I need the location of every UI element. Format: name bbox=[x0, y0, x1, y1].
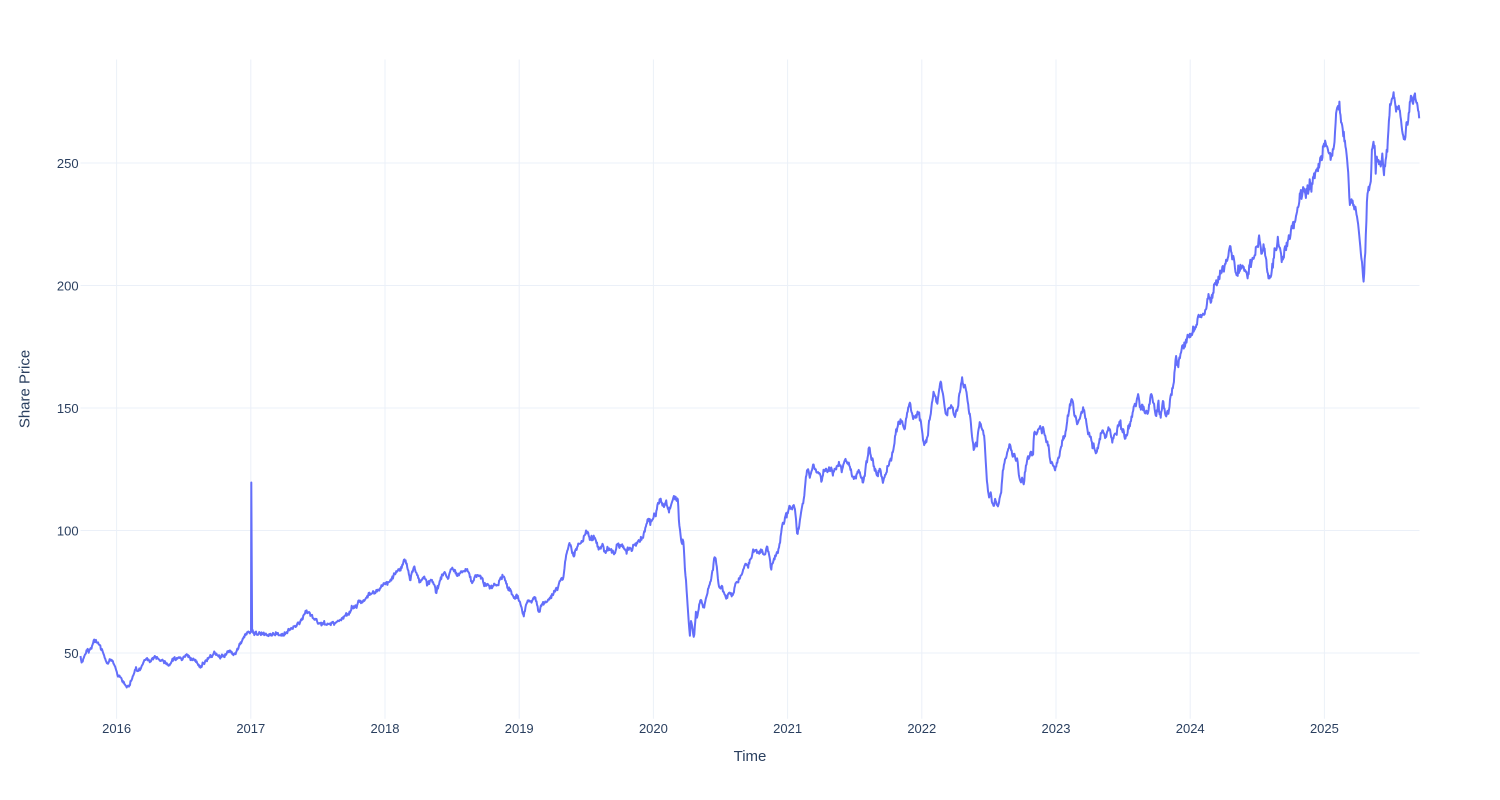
svg-text:2017: 2017 bbox=[236, 721, 265, 736]
svg-text:2016: 2016 bbox=[102, 721, 131, 736]
svg-text:100: 100 bbox=[57, 523, 79, 538]
svg-text:2021: 2021 bbox=[773, 721, 802, 736]
svg-text:2025: 2025 bbox=[1310, 721, 1339, 736]
svg-text:2022: 2022 bbox=[907, 721, 936, 736]
svg-text:2020: 2020 bbox=[639, 721, 668, 736]
svg-text:Share Price: Share Price bbox=[16, 350, 33, 428]
svg-text:2018: 2018 bbox=[371, 721, 400, 736]
svg-text:50: 50 bbox=[64, 646, 78, 661]
svg-text:200: 200 bbox=[57, 278, 79, 293]
svg-text:150: 150 bbox=[57, 401, 79, 416]
svg-text:Time: Time bbox=[734, 748, 767, 765]
svg-text:2019: 2019 bbox=[505, 721, 534, 736]
svg-text:2024: 2024 bbox=[1176, 721, 1205, 736]
svg-text:2023: 2023 bbox=[1042, 721, 1071, 736]
svg-text:250: 250 bbox=[57, 156, 79, 171]
